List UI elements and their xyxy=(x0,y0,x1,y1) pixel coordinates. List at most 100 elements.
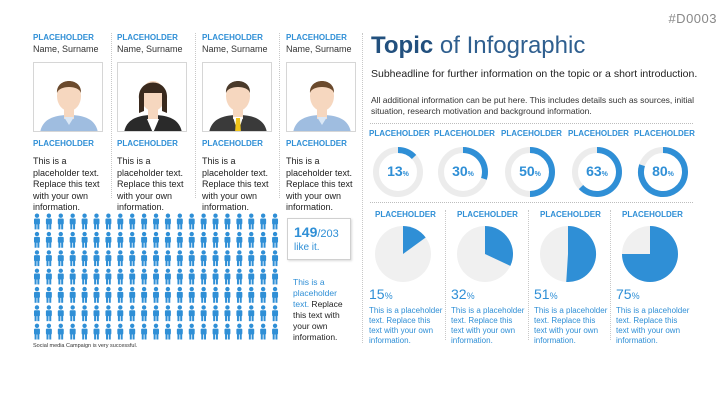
person-name: Name, Surname xyxy=(117,44,183,54)
person-label-2: PLACEHOLDER xyxy=(33,139,94,148)
person-figure-liked xyxy=(260,268,267,285)
person-figure-liked xyxy=(236,231,243,248)
person-figure-liked xyxy=(200,286,207,303)
person-figure-liked xyxy=(224,231,231,248)
person-figure-liked xyxy=(57,213,64,230)
donut-label: PLACEHOLDER xyxy=(434,129,495,138)
person-figure-liked xyxy=(105,231,112,248)
person-figure-liked xyxy=(176,213,183,230)
pie-chart xyxy=(540,225,597,282)
pie-text: This is a placeholder text. Replace this… xyxy=(534,306,608,345)
person-figure-liked xyxy=(105,323,112,340)
pie-label: PLACEHOLDER xyxy=(457,210,518,219)
person-figure-liked xyxy=(248,250,255,267)
person-figure-liked xyxy=(141,213,148,230)
person-figure-liked xyxy=(164,231,171,248)
person-figure-liked xyxy=(153,286,159,303)
donut-chart xyxy=(438,147,488,197)
person-figure-liked xyxy=(164,286,171,303)
person-figure-liked xyxy=(248,231,255,248)
pie-separator xyxy=(528,210,529,340)
person-figure-liked xyxy=(93,286,100,303)
person-figure-liked xyxy=(141,268,148,285)
person-figure-liked xyxy=(117,268,124,285)
person-label: PLACEHOLDER xyxy=(202,33,263,42)
person-figure-liked xyxy=(129,231,136,248)
person-figure-liked xyxy=(212,231,219,248)
pie-chart xyxy=(457,226,514,282)
pie-label: PLACEHOLDER xyxy=(375,210,436,219)
people-figure-grid xyxy=(33,213,279,340)
person-figure-liked xyxy=(176,323,183,340)
person-figure-liked xyxy=(105,213,112,230)
person-figure-liked xyxy=(260,213,267,230)
person-figure-liked xyxy=(272,250,279,267)
person-figure-liked xyxy=(212,305,219,322)
person-figure-liked xyxy=(33,286,40,303)
donut-value: 50% xyxy=(519,163,541,179)
like-callout: 149/203 like it. xyxy=(287,218,351,260)
donut-label: PLACEHOLDER xyxy=(634,129,695,138)
person-figure-liked xyxy=(248,268,255,285)
pie-slice xyxy=(403,226,426,254)
person-figure-liked xyxy=(93,231,100,248)
pie-slice xyxy=(566,225,597,282)
person-figure-liked xyxy=(153,250,159,267)
person-figure-liked xyxy=(224,213,231,230)
donut-label: PLACEHOLDER xyxy=(568,129,629,138)
person-figure-liked xyxy=(33,323,40,340)
donut-label: PLACEHOLDER xyxy=(501,129,562,138)
person-figure-liked xyxy=(224,305,231,322)
person-figure-liked xyxy=(212,250,219,267)
person-figure-liked xyxy=(212,213,219,230)
pie-chart xyxy=(375,226,431,282)
card-separator xyxy=(279,33,280,198)
person-card: PLACEHOLDER Name, Surname PLACEHOLDER This … xyxy=(286,33,364,214)
person-figure-liked xyxy=(260,305,267,322)
person-figure-liked xyxy=(224,250,231,267)
person-figure-liked xyxy=(45,286,52,303)
person-figure-liked xyxy=(153,213,159,230)
person-figure-liked xyxy=(260,250,267,267)
person-figure-liked xyxy=(129,305,136,322)
person-figure-liked xyxy=(200,268,207,285)
person-figure-liked xyxy=(81,286,88,303)
person-figure-liked xyxy=(272,305,279,322)
person-figure-liked xyxy=(188,268,195,285)
person-figure-liked xyxy=(33,250,40,267)
person-figure-liked xyxy=(272,286,279,303)
person-figure-liked xyxy=(45,305,52,322)
person-figure-liked xyxy=(200,250,207,267)
donut-chart xyxy=(505,147,555,197)
person-figure-liked xyxy=(164,213,171,230)
person-figure-liked xyxy=(188,250,195,267)
person-figure-liked xyxy=(164,305,171,322)
person-figure-liked xyxy=(164,250,171,267)
person-label: PLACEHOLDER xyxy=(33,33,94,42)
person-figure-liked xyxy=(176,250,183,267)
person-figure-liked xyxy=(200,231,207,248)
person-figure-liked xyxy=(260,286,267,303)
person-figure-liked xyxy=(45,250,52,267)
person-figure-liked xyxy=(81,323,88,340)
donut-chart xyxy=(373,147,423,197)
title-bold: Topic xyxy=(371,32,434,59)
person-text: This is a placeholder text. Replace this… xyxy=(117,156,184,212)
person-text: This is a placeholder text. Replace this… xyxy=(286,156,353,212)
person-figure-liked xyxy=(129,323,136,340)
person-figure-liked xyxy=(153,231,159,248)
figures-text-rest: Replace this text with your own informat… xyxy=(293,299,343,342)
person-figure-liked xyxy=(105,305,112,322)
total-count: /203 xyxy=(317,228,339,240)
person-photo xyxy=(117,62,187,132)
person-label: PLACEHOLDER xyxy=(117,33,178,42)
donut-value: 30% xyxy=(452,163,474,179)
person-figure-liked xyxy=(105,286,112,303)
person-figure-liked xyxy=(153,268,159,285)
person-figure-liked xyxy=(200,305,207,322)
person-figure-liked xyxy=(81,268,88,285)
person-figure-liked xyxy=(129,286,136,303)
person-figure-liked xyxy=(236,323,243,340)
person-figure-liked xyxy=(248,213,255,230)
subheadline: Subheadline for further information on t… xyxy=(371,68,698,80)
